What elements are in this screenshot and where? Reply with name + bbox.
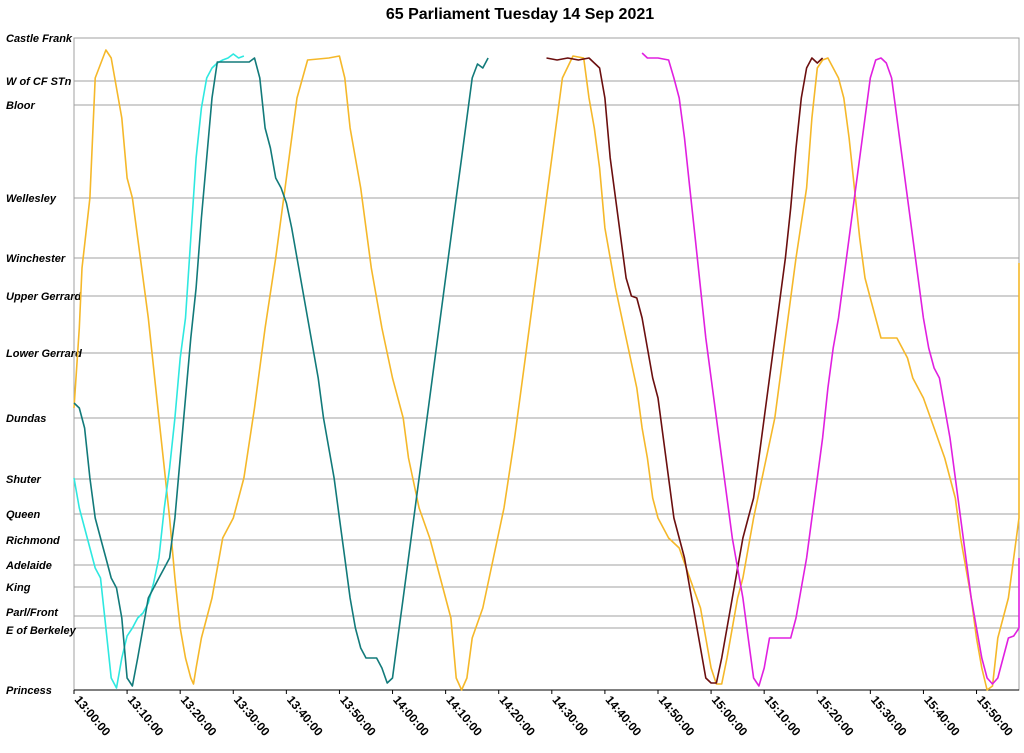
x-tick-label: 13:40:00: [284, 693, 326, 739]
stop-label: W of CF STn: [6, 76, 72, 88]
series-line-2: [73, 57, 489, 687]
x-tick-label: 15:50:00: [974, 693, 1016, 739]
x-tick-label: 14:50:00: [656, 693, 698, 739]
stop-label: Castle Frank: [6, 33, 73, 45]
stop-label: Adelaide: [5, 560, 52, 572]
x-tick-label: 13:20:00: [178, 693, 220, 739]
stop-label: Upper Gerrard: [6, 291, 81, 303]
stop-label: Wellesley: [6, 193, 57, 205]
x-tick-label: 15:20:00: [815, 693, 857, 739]
x-tick-label: 15:40:00: [921, 693, 963, 739]
stop-label: Queen: [6, 509, 41, 521]
series-line-0: [73, 49, 1020, 691]
x-tick-label: 13:00:00: [72, 693, 114, 739]
series-line-4: [641, 52, 1020, 687]
x-tick-label: 14:10:00: [443, 693, 485, 739]
stop-label: Shuter: [6, 474, 42, 486]
stop-label: E of Berkeley: [6, 625, 77, 637]
chart-title: 65 Parliament Tuesday 14 Sep 2021: [385, 6, 655, 23]
x-tick-label: 14:00:00: [390, 693, 432, 739]
stop-label: Lower Gerrard: [6, 348, 82, 360]
stop-label: Bloor: [6, 100, 35, 112]
stop-label: King: [6, 582, 31, 594]
x-tick-label: 15:00:00: [709, 693, 751, 739]
stop-label: Parl/Front: [6, 607, 59, 619]
x-axis-labels: 13:00:00 13:10:00 13:20:00 13:30:00 13:40:00…: [72, 690, 1016, 739]
series-line-1: [73, 53, 245, 689]
series-line-3: [546, 57, 824, 684]
x-tick-label: 13:30:00: [231, 693, 273, 739]
x-tick-label: 15:30:00: [868, 693, 910, 739]
x-tick-label: 14:40:00: [603, 693, 645, 739]
x-tick-label: 14:30:00: [550, 693, 592, 739]
stop-label: Richmond: [6, 535, 60, 547]
plot-frame: [73, 37, 1020, 691]
stop-label: Princess: [6, 685, 52, 697]
x-tick-label: 13:10:00: [125, 693, 167, 739]
y-axis-labels: Castle Frank W of CF STn Bloor Wellesley Win…: [5, 33, 82, 697]
x-tick-label: 14:20:00: [496, 693, 538, 739]
x-tick-label: 13:50:00: [337, 693, 379, 739]
gridlines: [73, 37, 1020, 691]
stop-label: Dundas: [6, 413, 46, 425]
series-lines: [73, 49, 1020, 691]
stop-label: Winchester: [6, 253, 66, 265]
x-tick-label: 15:10:00: [762, 693, 804, 739]
